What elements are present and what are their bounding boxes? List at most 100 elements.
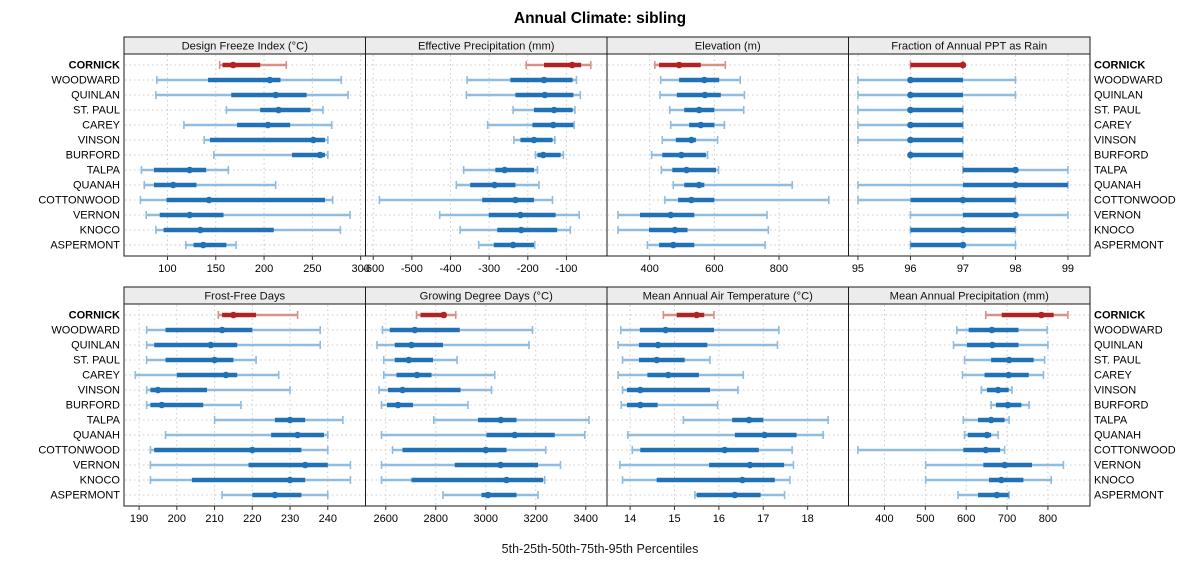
station-label-right-cornick: CORNICK xyxy=(1094,310,1145,322)
percentile-row-cottonwood xyxy=(378,196,554,204)
median-dot xyxy=(399,386,406,394)
station-label-left-quinlan: QUINLAN xyxy=(71,340,120,352)
percentile-row-cottonwood xyxy=(857,446,1006,454)
percentile-row-talpa xyxy=(962,166,1069,174)
percentile-row-vinson xyxy=(145,386,291,394)
percentile-row-aspermont xyxy=(694,491,786,499)
station-label-left-vernon: VERNON xyxy=(73,460,120,472)
x-tick-label: 2800 xyxy=(424,513,448,525)
percentile-row-cornick xyxy=(217,311,299,319)
station-label-left-cottonwood: COTTONWOOD xyxy=(38,195,120,207)
median-dot xyxy=(411,326,419,334)
median-dot xyxy=(653,356,661,364)
median-dot xyxy=(907,121,914,129)
station-label-left-quinlan: QUINLAN xyxy=(71,90,120,102)
station-label-left-carey: CAREY xyxy=(82,120,121,132)
panel-plot-mean-annual-precipitation-mm xyxy=(848,303,1091,507)
percentile-row-st-paul xyxy=(857,106,964,114)
percentile-row-burford xyxy=(990,401,1030,409)
median-dot xyxy=(1001,461,1008,469)
median-dot xyxy=(688,196,695,204)
panel-plot-elevation-m xyxy=(606,53,849,257)
percentile-row-carey xyxy=(857,121,964,129)
percentile-row-burford xyxy=(380,401,469,409)
percentile-row-st-paul xyxy=(621,356,711,364)
percentile-row-woodward xyxy=(381,326,534,334)
percentile-row-talpa xyxy=(213,416,344,424)
x-tick-label: 3000 xyxy=(474,513,498,525)
median-dot xyxy=(394,401,402,409)
station-label-right-woodward: WOODWARD xyxy=(1094,75,1163,87)
median-dot xyxy=(701,76,708,84)
percentile-row-aspermont xyxy=(957,491,1010,499)
median-dot xyxy=(693,311,700,319)
percentile-row-quanah xyxy=(455,181,540,189)
x-tick-label: 700 xyxy=(998,513,1016,525)
percentile-row-knoco xyxy=(380,476,546,484)
percentile-row-woodward xyxy=(857,76,1017,84)
median-dot xyxy=(907,136,914,144)
median-dot xyxy=(501,166,508,174)
percentile-row-vernon xyxy=(380,461,562,469)
percentile-row-quinlan xyxy=(857,91,1017,99)
x-tick-label: 250 xyxy=(303,263,321,275)
station-label-left-aspermont: ASPERMONT xyxy=(50,240,120,252)
percentile-row-talpa xyxy=(962,416,1010,424)
median-dot xyxy=(286,476,294,484)
percentile-row-quanah xyxy=(963,431,999,439)
percentile-row-cornick xyxy=(984,311,1069,319)
median-dot xyxy=(697,121,705,129)
median-dot xyxy=(440,311,448,319)
percentile-row-quinlan xyxy=(145,341,322,349)
median-dot xyxy=(739,476,746,484)
median-dot xyxy=(197,226,204,234)
panel-header-fraction-of-annual-ppt-as-rain xyxy=(848,36,1091,55)
median-dot xyxy=(186,166,193,174)
station-label-left-aspermont: ASPERMONT xyxy=(50,490,120,502)
median-dot xyxy=(512,196,519,204)
station-label-right-aspermont: ASPERMONT xyxy=(1094,490,1164,502)
median-dot xyxy=(982,446,990,454)
median-dot xyxy=(907,106,914,114)
panel-plot-effective-precipitation-mm xyxy=(365,53,608,257)
median-dot xyxy=(683,166,690,174)
percentile-row-knoco xyxy=(909,226,1017,234)
x-tick-label: 3400 xyxy=(574,513,598,525)
percentile-row-vernon xyxy=(145,211,351,219)
percentile-row-vernon xyxy=(909,211,1069,219)
x-tick-label: 300 xyxy=(351,263,369,275)
station-label-right-quinlan: QUINLAN xyxy=(1094,90,1143,102)
x-tick-label: 150 xyxy=(207,263,225,275)
figure-caption: 5th-25th-50th-75th-95th Percentiles xyxy=(501,542,699,556)
median-dot xyxy=(550,106,558,114)
percentile-row-talpa xyxy=(682,416,829,424)
x-tick-label: 16 xyxy=(713,513,725,525)
median-dot xyxy=(1012,211,1019,219)
median-dot xyxy=(989,341,996,349)
percentile-row-vernon xyxy=(438,211,580,219)
station-label-left-quanah: QUANAH xyxy=(73,430,120,442)
median-dot xyxy=(746,461,754,469)
panel-title-frost-free-days: Frost-Free Days xyxy=(204,290,285,302)
percentile-row-carey xyxy=(486,121,575,129)
x-tick-label: 400 xyxy=(640,263,658,275)
median-dot xyxy=(205,196,213,204)
median-dot xyxy=(286,416,294,424)
station-label-right-knoco: KNOCO xyxy=(1094,475,1135,487)
median-dot xyxy=(987,416,995,424)
median-dot xyxy=(497,416,505,424)
median-dot xyxy=(549,121,557,129)
x-tick-label: 800 xyxy=(1039,513,1057,525)
median-dot xyxy=(1004,401,1012,409)
percentile-row-st-paul xyxy=(668,106,745,114)
percentile-row-woodward xyxy=(145,326,322,334)
median-dot xyxy=(662,326,669,334)
percentile-row-carey xyxy=(183,121,333,129)
median-dot xyxy=(998,476,1005,484)
percentile-row-quanah xyxy=(380,431,586,439)
station-label-right-carey: CAREY xyxy=(1094,120,1133,132)
median-dot xyxy=(994,386,1002,394)
x-tick-label: 100 xyxy=(158,263,176,275)
percentile-row-woodward xyxy=(619,326,780,334)
percentile-row-quanah xyxy=(672,181,794,189)
